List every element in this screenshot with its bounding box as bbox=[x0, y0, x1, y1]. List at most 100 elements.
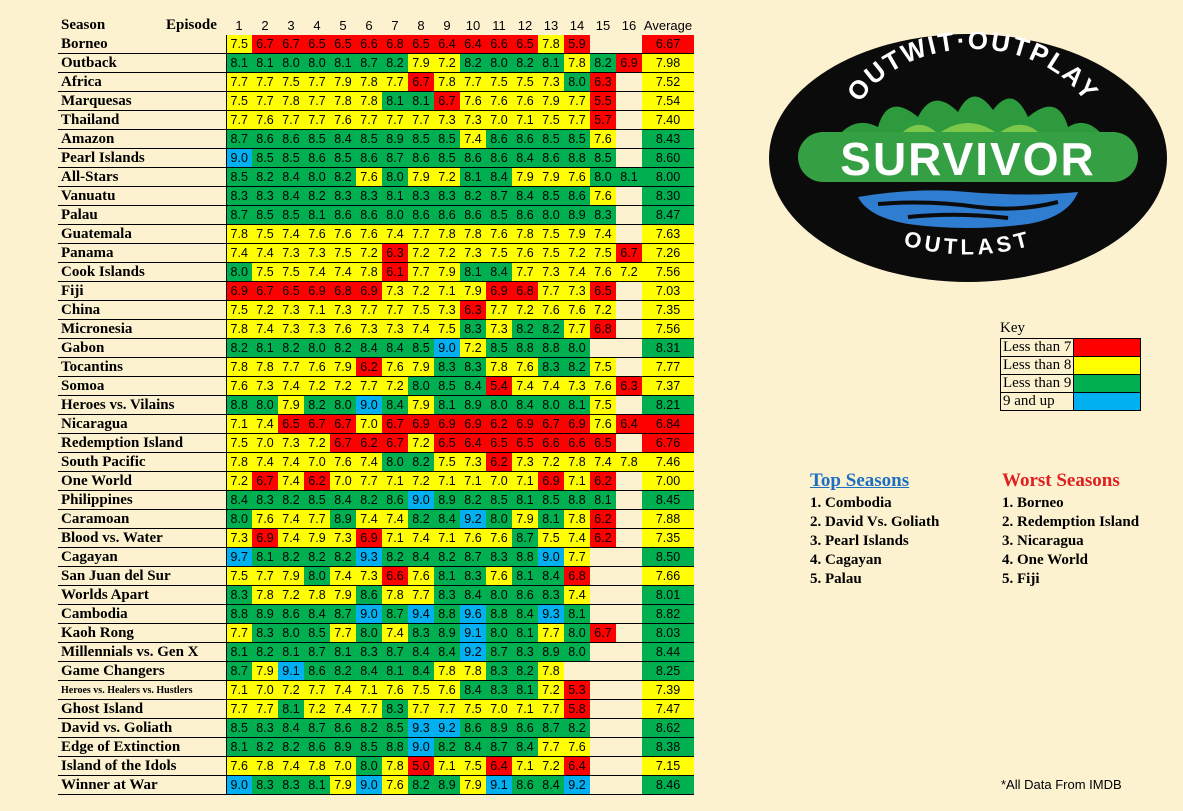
episode-number: 15 bbox=[595, 18, 611, 33]
episode-score: 8.6 bbox=[278, 129, 304, 149]
episode-score: 7.6 bbox=[486, 528, 512, 548]
episode-score: 7.6 bbox=[330, 319, 356, 339]
episode-score: 7.8 bbox=[226, 224, 252, 244]
episode-score: 7.2 bbox=[278, 680, 304, 700]
episode-score: 7.6 bbox=[304, 224, 330, 244]
episode-score: 7.6 bbox=[382, 775, 408, 795]
episode-score: 8.6 bbox=[460, 205, 486, 225]
season-row: Tocantins 7.8 7.8 7.7 7.6 7.9 6.2 7.6 7.9 8.3 8.3 7… bbox=[58, 357, 694, 377]
season-row: Worlds Apart 8.3 7.8 7.2 7.8 7.9 8.6 7.8 7.7 8.3 8… bbox=[58, 585, 694, 605]
season-average: 7.47 bbox=[642, 699, 694, 719]
episode-score: 9.3 bbox=[408, 718, 434, 738]
episode-score: 7.8 bbox=[304, 585, 330, 605]
episode-score bbox=[616, 509, 642, 529]
episode-score: 7.4 bbox=[278, 471, 304, 491]
season-average: 7.52 bbox=[642, 72, 694, 92]
episode-score: 8.2 bbox=[252, 167, 278, 187]
episode-score: 8.0 bbox=[538, 205, 564, 225]
episode-score: 6.7 bbox=[538, 414, 564, 434]
worst-season-item: 4. One World bbox=[1002, 552, 1088, 568]
episode-score: 7.1 bbox=[304, 300, 330, 320]
episode-score: 7.4 bbox=[382, 623, 408, 643]
episode-score: 7.9 bbox=[252, 661, 278, 681]
season-name: Palau bbox=[58, 205, 227, 225]
season-average: 7.56 bbox=[642, 319, 694, 339]
episode-score: 6.5 bbox=[590, 281, 616, 301]
episode-score: 7.7 bbox=[486, 300, 512, 320]
logo-survivor-text: SURVIVOR bbox=[840, 133, 1095, 185]
episode-score: 7.9 bbox=[408, 357, 434, 377]
episode-score: 8.4 bbox=[304, 604, 330, 624]
episode-score: 7.4 bbox=[382, 509, 408, 529]
episode-score: 6.4 bbox=[486, 756, 512, 776]
episode-score: 7.4 bbox=[382, 224, 408, 244]
episode-score: 8.1 bbox=[564, 395, 590, 415]
episode-score: 8.0 bbox=[304, 53, 330, 73]
episode-score: 7.8 bbox=[460, 661, 486, 681]
episode-score: 5.0 bbox=[408, 756, 434, 776]
episode-score: 7.4 bbox=[278, 224, 304, 244]
episode-score: 9.0 bbox=[226, 148, 252, 168]
episode-score: 8.4 bbox=[460, 376, 486, 396]
episode-score: 7.4 bbox=[252, 414, 278, 434]
season-average: 8.82 bbox=[642, 604, 694, 624]
episode-score: 8.5 bbox=[278, 148, 304, 168]
episode-score: 7.9 bbox=[512, 509, 538, 529]
season-name: Game Changers bbox=[58, 661, 227, 681]
season-row: Thailand 7.7 7.6 7.7 7.7 7.6 7.7 7.7 7.7 7.3 7.3 7.… bbox=[58, 110, 694, 130]
episode-score: 7.7 bbox=[304, 680, 330, 700]
episode-score: 8.2 bbox=[252, 737, 278, 757]
episode-score: 8.9 bbox=[330, 509, 356, 529]
season-row: Cagayan 9.7 8.1 8.2 8.2 8.2 9.3 8.2 8.4 8.2 8.7 8.3… bbox=[58, 547, 694, 567]
episode-score: 8.2 bbox=[226, 338, 252, 358]
episode-score: 8.5 bbox=[486, 490, 512, 510]
season-row: Game Changers 8.7 7.9 9.1 8.6 8.2 8.4 8.1 8.4 7.8… bbox=[58, 661, 694, 681]
episode-score: 7.9 bbox=[538, 91, 564, 111]
episode-score: 8.3 bbox=[330, 186, 356, 206]
season-name: Heroes vs. Vilains bbox=[58, 395, 227, 415]
episode-score: 8.0 bbox=[330, 395, 356, 415]
episode-score: 7.9 bbox=[278, 566, 304, 586]
worst-season-item: 2. Redemption Island bbox=[1002, 514, 1140, 530]
season-name: Pearl Islands bbox=[58, 148, 227, 168]
episode-score: 8.3 bbox=[486, 661, 512, 681]
episode-score: 8.4 bbox=[408, 547, 434, 567]
episode-score: 7.4 bbox=[252, 452, 278, 472]
episode-score: 6.4 bbox=[434, 35, 460, 54]
episode-score: 7.9 bbox=[304, 528, 330, 548]
episode-score: 7.7 bbox=[408, 110, 434, 130]
episode-score: 7.0 bbox=[304, 452, 330, 472]
episode-score: 7.7 bbox=[382, 300, 408, 320]
episode-score: 7.7 bbox=[434, 699, 460, 719]
episode-score: 8.3 bbox=[226, 585, 252, 605]
episode-score: 8.2 bbox=[304, 395, 330, 415]
episode-score: 9.4 bbox=[408, 604, 434, 624]
episode-score: 8.5 bbox=[304, 623, 330, 643]
season-row: Cook Islands 8.0 7.5 7.5 7.4 7.4 7.8 6.1 7.7 7.9 8… bbox=[58, 262, 694, 282]
episode-score: 8.6 bbox=[538, 148, 564, 168]
episode-score: 7.8 bbox=[538, 35, 564, 54]
episode-score: 8.3 bbox=[278, 775, 304, 795]
episode-score: 6.3 bbox=[382, 243, 408, 263]
episode-score: 8.3 bbox=[434, 585, 460, 605]
episode-score: 7.7 bbox=[252, 91, 278, 111]
episode-number: 4 bbox=[313, 18, 321, 33]
episode-score bbox=[616, 357, 642, 377]
season-name: Nicaragua bbox=[58, 414, 227, 434]
episode-score: 7.1 bbox=[356, 680, 382, 700]
episode-score: 6.5 bbox=[408, 35, 434, 54]
episode-score: 7.5 bbox=[460, 699, 486, 719]
episode-score: 8.0 bbox=[226, 262, 252, 282]
episode-score: 7.6 bbox=[408, 566, 434, 586]
episode-score: 9.2 bbox=[434, 718, 460, 738]
episode-score: 8.2 bbox=[434, 547, 460, 567]
episode-score: 8.5 bbox=[304, 490, 330, 510]
episode-score: 7.8 bbox=[226, 452, 252, 472]
episode-score: 7.4 bbox=[278, 452, 304, 472]
episode-score: 8.1 bbox=[460, 167, 486, 187]
episode-score: 8.0 bbox=[564, 642, 590, 662]
key-row: Less than 7 bbox=[999, 338, 1142, 357]
key-row: Less than 8 bbox=[999, 356, 1142, 375]
episode-score: 6.5 bbox=[278, 281, 304, 301]
episode-score: 7.2 bbox=[538, 756, 564, 776]
